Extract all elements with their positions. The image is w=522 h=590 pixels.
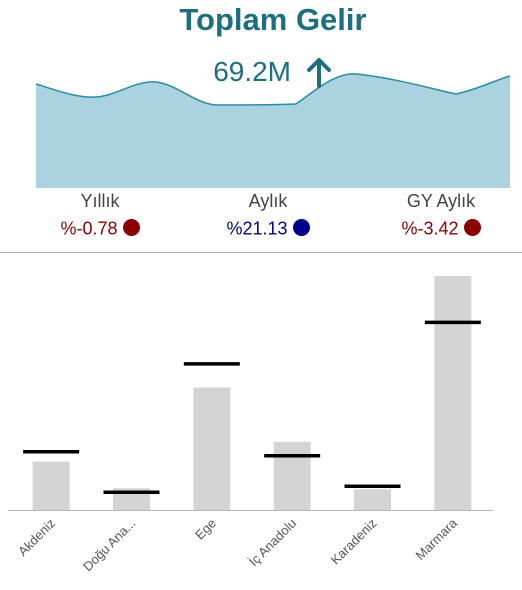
status-dot-icon xyxy=(463,218,481,236)
bar-0[interactable] xyxy=(32,461,70,510)
sparkline-fill xyxy=(36,73,510,188)
x-tick-label: Marmara xyxy=(413,515,461,563)
kpi-value-row: 69.2M xyxy=(0,54,522,88)
metric-monthly: Aylık %21.13 xyxy=(188,190,348,239)
x-tick-label: İç Anadolu xyxy=(246,516,300,570)
kpi-value: 69.2M xyxy=(213,55,292,87)
sparkline-line xyxy=(36,73,510,106)
status-dot-icon xyxy=(122,218,140,236)
status-dot-icon xyxy=(292,218,310,236)
metric-value: %-0.78 xyxy=(60,218,118,239)
section-divider xyxy=(0,252,522,253)
metric-label: Aylık xyxy=(248,191,288,211)
x-tick-label: Ege xyxy=(192,516,219,543)
metric-label: Yıllık xyxy=(80,191,120,211)
bar-5[interactable] xyxy=(434,275,472,510)
metric-value: %-3.42 xyxy=(401,218,459,239)
bar-3[interactable] xyxy=(273,441,311,510)
metric-yearly: Yıllık %-0.78 xyxy=(20,190,180,239)
x-tick-label: Karadeniz xyxy=(328,516,380,568)
bar-2[interactable] xyxy=(193,387,231,510)
metric-value: %21.13 xyxy=(226,218,288,239)
bar-4[interactable] xyxy=(354,489,391,510)
kpi-title: Toplam Gelir xyxy=(179,2,367,37)
bar-chart: Akdeniz Doğu Ana... Ege İç Anadolu Karadeniz… xyxy=(8,275,493,575)
up-arrow-icon xyxy=(306,57,331,88)
metric-prev-year-monthly: GY Aylık %-3.42 xyxy=(361,190,521,239)
metric-label: GY Aylık xyxy=(406,191,476,211)
x-tick-label: Doğu Ana... xyxy=(80,516,139,575)
sparkline-area xyxy=(36,73,510,188)
x-tick-label: Akdeniz xyxy=(15,516,58,559)
